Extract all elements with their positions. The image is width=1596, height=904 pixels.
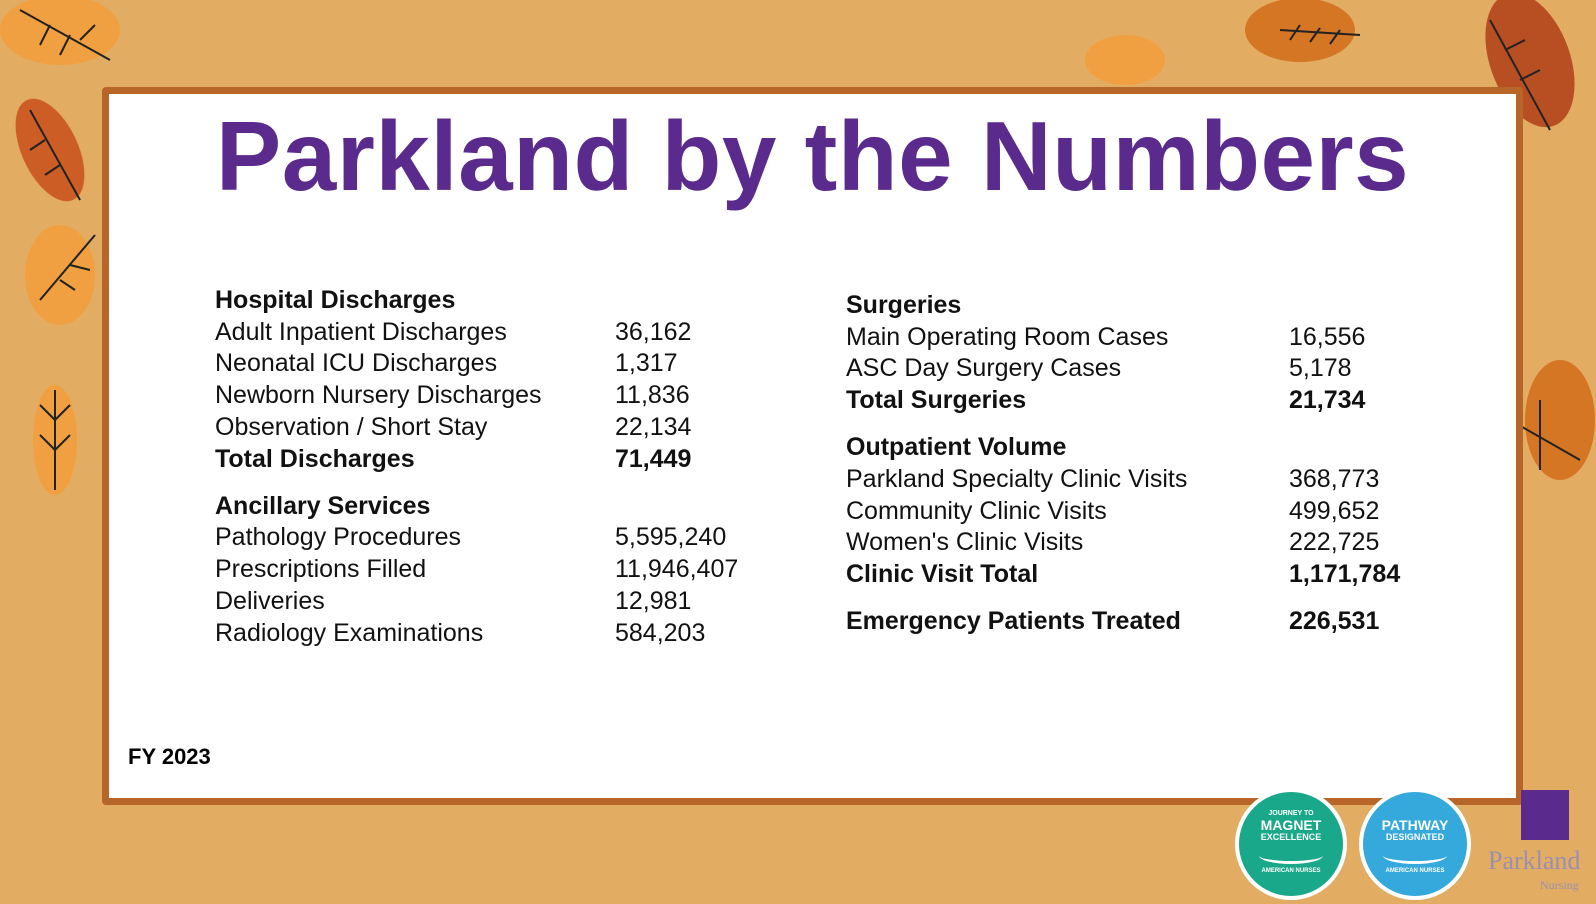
badge-sub: EXCELLENCE xyxy=(1239,833,1343,843)
total-label: Total Surgeries xyxy=(846,385,1026,415)
row-label: Pathology Procedures xyxy=(215,522,461,552)
row-value: 36,162 xyxy=(615,317,691,347)
badge-org: AMERICAN NURSES xyxy=(1363,868,1467,875)
row-label: Radiology Examinations xyxy=(215,618,483,648)
total-value: 71,449 xyxy=(615,444,691,474)
row-label: Community Clinic Visits xyxy=(846,496,1107,526)
total-label: Total Discharges xyxy=(215,444,415,474)
row-value: 16,556 xyxy=(1289,322,1365,352)
logo-sub: Nursing xyxy=(1540,878,1579,893)
badge-wreath xyxy=(1259,847,1323,864)
footer: FY 2023 xyxy=(128,744,211,770)
row-value: 499,652 xyxy=(1289,496,1379,526)
title: Parkland by the Numbers xyxy=(102,100,1523,213)
row-value: 222,725 xyxy=(1289,527,1379,557)
row-label: ASC Day Surgery Cases xyxy=(846,353,1121,383)
row-label: Newborn Nursery Discharges xyxy=(215,380,542,410)
section-heading: Outpatient Volume xyxy=(846,432,1066,462)
row-value: 584,203 xyxy=(615,618,705,648)
section-heading: Ancillary Services xyxy=(215,491,430,521)
page: Parkland by the Numbers FY 2023 (() => {… xyxy=(0,0,1596,904)
row-label: Adult Inpatient Discharges xyxy=(215,317,507,347)
badge-sub: DESIGNATED xyxy=(1363,833,1467,843)
row-label: Neonatal ICU Discharges xyxy=(215,348,497,378)
section-value: 226,531 xyxy=(1289,606,1379,636)
section-heading: Hospital Discharges xyxy=(215,285,455,315)
row-label: Deliveries xyxy=(215,586,325,616)
logo-icon xyxy=(1521,790,1569,840)
row-value: 11,836 xyxy=(615,380,690,410)
row-value: 1,317 xyxy=(615,348,678,378)
total-value: 1,171,784 xyxy=(1289,559,1400,589)
logo-name: Parkland xyxy=(1488,846,1580,876)
row-label: Prescriptions Filled xyxy=(215,554,426,584)
badge-name: MAGNET xyxy=(1239,818,1343,833)
row-value: 12,981 xyxy=(615,586,691,616)
row-value: 5,595,240 xyxy=(615,522,726,552)
badge-wreath xyxy=(1383,847,1447,864)
badge-org: AMERICAN NURSES xyxy=(1239,868,1343,875)
badge-name: PATHWAY xyxy=(1363,818,1467,833)
row-value: 5,178 xyxy=(1289,353,1352,383)
row-label: Main Operating Room Cases xyxy=(846,322,1168,352)
row-value: 11,946,407 xyxy=(615,554,738,584)
row-value: 368,773 xyxy=(1289,464,1379,494)
section-heading: Emergency Patients Treated xyxy=(846,606,1181,636)
total-value: 21,734 xyxy=(1289,385,1365,415)
row-label: Observation / Short Stay xyxy=(215,412,487,442)
row-value: 22,134 xyxy=(615,412,691,442)
total-label: Clinic Visit Total xyxy=(846,559,1038,589)
row-label: Women's Clinic Visits xyxy=(846,527,1083,557)
row-label: Parkland Specialty Clinic Visits xyxy=(846,464,1187,494)
section-heading: Surgeries xyxy=(846,290,961,320)
